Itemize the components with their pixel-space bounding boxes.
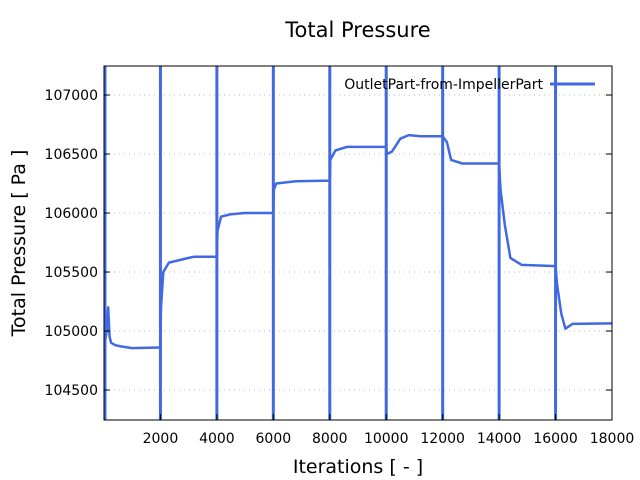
legend-label: OutletPart-from-ImpellerPart [344,77,543,93]
chart-title: Total Pressure [284,18,430,42]
x-tick-label: 2000 [143,431,179,447]
legend: OutletPart-from-ImpellerPart [344,77,595,93]
series-line [104,133,612,350]
y-tick-label: 104500 [45,383,98,399]
y-tick-label: 105000 [45,324,98,340]
y-axis-label: Total Pressure [ Pa ] [8,150,30,338]
y-tick-label: 106500 [45,147,98,163]
y-tick-label: 107000 [45,88,98,104]
y-tick-label: 106000 [45,206,98,222]
x-tick-label: 8000 [312,431,348,447]
x-tick-label: 4000 [199,431,235,447]
x-axis-label: Iterations [ - ] [293,456,423,478]
x-tick-label: 6000 [256,431,292,447]
y-tick-label: 105500 [45,265,98,281]
x-tick-label: 12000 [420,431,465,447]
x-tick-label: 10000 [364,431,409,447]
x-tick-label: 18000 [590,431,635,447]
x-tick-label: 14000 [477,431,522,447]
x-tick-label: 16000 [533,431,578,447]
plot-frame [103,65,613,421]
